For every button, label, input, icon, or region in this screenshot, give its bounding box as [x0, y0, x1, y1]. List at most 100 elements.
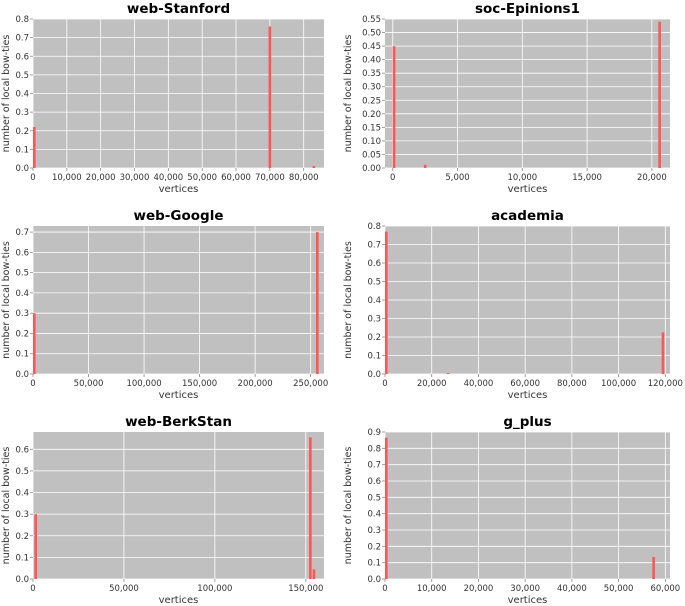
x-tick-label: 0: [30, 379, 35, 389]
y-tick-label: 0.1: [15, 145, 29, 155]
bar: [658, 21, 661, 168]
x-tick-label: 100,000: [126, 379, 161, 389]
y-tick-label: 0.8: [367, 444, 381, 454]
y-tick-label: 0.4: [15, 289, 29, 299]
bar: [33, 313, 36, 374]
chart-panel-2: 0 5,000 10,000 15,000 20,000 0.00 0.05 0.10 0.15…: [343, 1, 670, 195]
plot-area: [385, 432, 670, 579]
y-tick-label: 0.0: [367, 575, 381, 585]
y-tick-label: 0.1: [367, 559, 381, 569]
chart-panel-4: 0 20,000 40,000 60,000 80,000 100,000 120,000 0…: [343, 208, 683, 401]
y-tick-label: 0.2: [15, 127, 29, 137]
y-tick-label: 0.3: [15, 510, 29, 520]
chart-title: web-Stanford: [127, 1, 230, 17]
x-tick-label: 150,000: [288, 584, 323, 594]
y-tick-label: 0.7: [367, 241, 381, 251]
y-tick-label: 0.3: [367, 315, 381, 325]
plot-area: [33, 432, 324, 579]
bar: [268, 26, 272, 169]
bar: [33, 127, 36, 168]
y-axis-label: number of local bow-ties: [1, 241, 12, 359]
chart-panel-5: 0 50,000 100,000 150,000 0.0 0.1 0.2 0.3 0.4 0.5 0…: [1, 414, 324, 606]
y-tick-label: 0.40: [362, 56, 381, 66]
y-tick-label: 0.5: [15, 71, 29, 81]
y-tick-label: 0.20: [362, 110, 381, 120]
x-tick-label: 20,000: [86, 173, 116, 183]
x-tick-label: 20,000: [637, 173, 667, 183]
x-axis-label: vertices: [508, 390, 548, 401]
x-tick-label: 0: [30, 584, 35, 594]
y-tick-label: 0.25: [362, 96, 381, 106]
y-axis-label: number of local bow-ties: [1, 447, 12, 565]
y-tick-label: 0.2: [367, 542, 381, 552]
chart-panel-3: 0 50,000 100,000 150,000 200,000 250,000 0.0 0.…: [1, 208, 328, 401]
y-tick-label: 0.8: [15, 15, 29, 25]
x-tick-label: 100,000: [197, 584, 232, 594]
y-tick-label: 0.4: [367, 296, 381, 306]
x-tick-label: 15,000: [572, 173, 602, 183]
x-tick-label: 10,000: [52, 173, 82, 183]
bar: [385, 231, 388, 374]
y-tick-label: 0.15: [362, 123, 381, 133]
y-tick-label: 0.3: [15, 309, 29, 319]
x-axis-label: vertices: [159, 595, 199, 606]
x-tick-label: 150,000: [182, 379, 217, 389]
x-tick-label: 50,000: [109, 584, 139, 594]
x-tick-label: 10,000: [417, 584, 447, 594]
bar: [385, 437, 388, 579]
plot-area: [33, 226, 324, 374]
x-tick-label: 40,000: [557, 584, 587, 594]
x-tick-label: 100,000: [601, 379, 636, 389]
bar: [312, 569, 316, 579]
bar: [309, 437, 312, 579]
y-tick-label: 0.6: [15, 52, 29, 62]
y-tick-label: 0.1: [15, 350, 29, 360]
x-axis-label: vertices: [508, 184, 548, 195]
y-tick-label: 0.4: [15, 90, 29, 100]
x-tick-label: 60,000: [650, 584, 680, 594]
y-tick-label: 0.2: [15, 329, 29, 339]
x-tick-label: 10,000: [507, 173, 537, 183]
bar: [652, 556, 655, 579]
x-tick-label: 20,000: [417, 379, 447, 389]
y-tick-label: 0.5: [15, 467, 29, 477]
x-axis-label: vertices: [159, 390, 199, 401]
y-tick-label: 0.6: [367, 259, 381, 269]
chart-title: soc-Epinions1: [475, 1, 580, 17]
y-tick-label: 0.6: [15, 445, 29, 455]
y-tick-label: 0.7: [367, 461, 381, 471]
y-tick-label: 0.6: [15, 248, 29, 258]
y-tick-label: 0.4: [15, 489, 29, 499]
y-tick-label: 0.8: [367, 222, 381, 232]
y-tick-label: 0.3: [367, 526, 381, 536]
y-tick-label: 0.7: [15, 34, 29, 44]
x-tick-label: 60,000: [221, 173, 251, 183]
y-tick-label: 0.5: [15, 269, 29, 279]
x-tick-label: 250,000: [293, 379, 328, 389]
y-tick-label: 0.0: [15, 164, 29, 174]
y-tick-label: 0.1: [15, 553, 29, 563]
chart-title: web-Google: [134, 208, 224, 224]
x-axis-label: vertices: [159, 184, 199, 195]
chart-title: web-BerkStan: [125, 414, 232, 430]
x-tick-label: 80,000: [557, 379, 587, 389]
x-tick-label: 50,000: [604, 584, 634, 594]
y-tick-label: 0.45: [362, 42, 381, 52]
y-tick-label: 0.10: [362, 137, 381, 147]
plot-area: [385, 19, 670, 168]
y-tick-label: 0.5: [367, 493, 381, 503]
x-tick-label: 50,000: [74, 379, 104, 389]
x-tick-label: 60,000: [510, 379, 540, 389]
x-tick-label: 70,000: [255, 173, 285, 183]
x-tick-label: 30,000: [120, 173, 150, 183]
x-tick-label: 50,000: [187, 173, 217, 183]
x-tick-label: 0: [382, 379, 387, 389]
x-tick-label: 40,000: [153, 173, 183, 183]
chart-title: g_plus: [503, 414, 551, 430]
y-tick-label: 0.7: [15, 228, 29, 238]
y-tick-label: 0.4: [367, 510, 381, 520]
y-tick-label: 0.3: [15, 108, 29, 118]
bar: [423, 164, 427, 168]
y-axis-label: number of local bow-ties: [343, 447, 354, 565]
